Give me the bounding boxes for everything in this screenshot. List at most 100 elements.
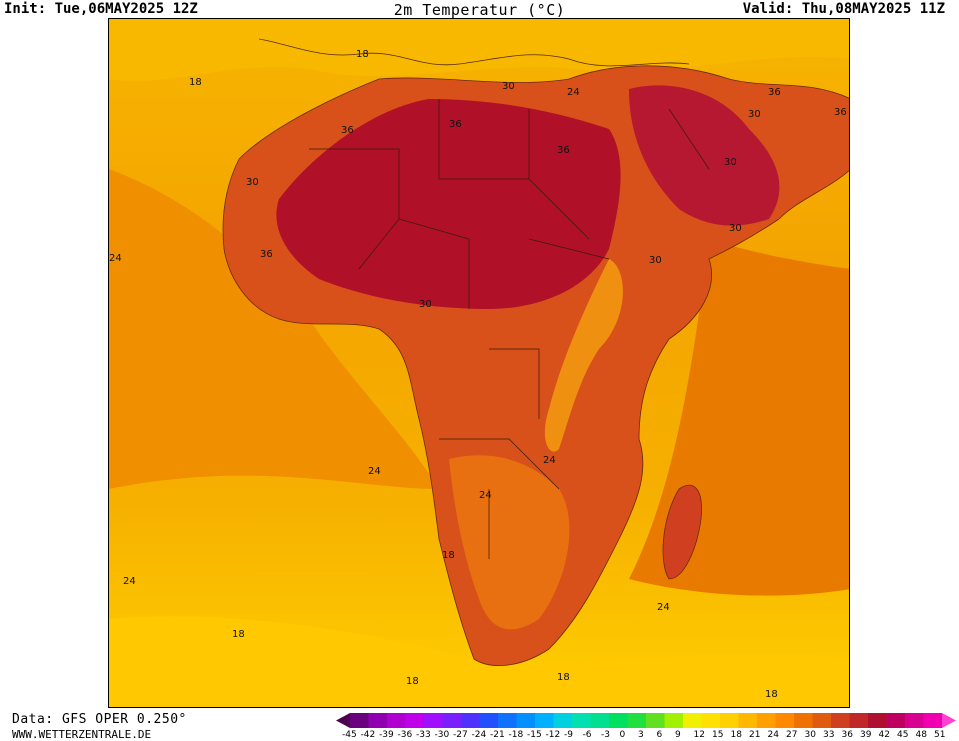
isotherm-label: 30 (649, 255, 662, 266)
colorbar-segment (350, 713, 369, 728)
isotherm-label: 24 (567, 87, 580, 98)
colorbar-segment (794, 713, 813, 728)
colorbar-tick-labels: -45 -42 -39 -36 -33 -30 -27 -24 -21 -18 -15 -12 -9 -6… (0, 730, 959, 741)
colorbar-min-arrow (336, 713, 350, 728)
colorbar (336, 713, 956, 728)
colorbar-tick-label: -39 (379, 730, 394, 740)
colorbar-tick-label: -33 (416, 730, 431, 740)
website-label: WWW.WETTERZENTRALE.DE (12, 728, 152, 741)
colorbar-tick-label: 3 (638, 730, 644, 740)
isotherm-label: 24 (657, 602, 670, 613)
colorbar-segment (868, 713, 887, 728)
madagascar (662, 484, 702, 580)
colorbar-segment (572, 713, 591, 728)
colorbar-tick-label: 9 (675, 730, 681, 740)
colorbar-tick-label: -27 (453, 730, 468, 740)
colorbar-segment (627, 713, 647, 728)
colorbar-tick-label: 48 (915, 730, 927, 740)
colorbar-tick-label: 51 (934, 730, 946, 740)
southern-africa-area (449, 455, 570, 630)
isotherm-label: 18 (356, 49, 369, 60)
colorbar-tick-label: -45 (342, 730, 357, 740)
isotherm-label: 36 (260, 249, 273, 260)
temperature-map: 18 18 30 24 36 36 36 30 30 36 36 24 36 30 30 30 30 24 24 24… (108, 18, 850, 708)
colorbar-tick-label: -42 (360, 730, 376, 740)
colorbar-tick-label: 18 (730, 730, 742, 740)
colorbar-tick-label: -36 (397, 730, 413, 740)
map-canvas (109, 19, 849, 707)
colorbar-segment (424, 713, 443, 728)
colorbar-tick-label: 45 (897, 730, 909, 740)
isotherm-label: 36 (557, 145, 570, 156)
colorbar-tick-label: 12 (693, 730, 705, 740)
colorbar-tick-label: -3 (601, 730, 610, 740)
isotherm-label: 30 (724, 157, 737, 168)
atlantic-warm-band (109, 169, 439, 489)
colorbar-segment (812, 713, 832, 728)
colorbar-tick-label: -18 (508, 730, 524, 740)
isotherm-label: 30 (748, 109, 761, 120)
isotherm-label: 18 (557, 672, 570, 683)
isotherm-label: 18 (189, 77, 202, 88)
colorbar-tick-label: -30 (434, 730, 450, 740)
isotherm-label: 36 (341, 125, 354, 136)
isotherm-label: 36 (449, 119, 462, 130)
map-title: 2m Temperatur (°C) (393, 1, 566, 19)
colorbar-max-arrow (942, 713, 956, 728)
colorbar-tick-label: 36 (841, 730, 853, 740)
isotherm-label: 36 (834, 107, 847, 118)
europe-coastline (258, 38, 690, 67)
isotherm-label: 30 (729, 223, 742, 234)
isotherm-label: 36 (768, 87, 781, 98)
isotherm-label: 18 (442, 550, 455, 561)
isotherm-label: 24 (368, 466, 381, 477)
colorbar-tick-label: 33 (823, 730, 835, 740)
init-time-label: Init: Tue,06MAY2025 12Z (4, 1, 198, 17)
colorbar-segment (368, 713, 388, 728)
colorbar-segment (923, 713, 943, 728)
colorbar-tick-label: -21 (490, 730, 505, 740)
isotherm-label: 30 (246, 177, 259, 188)
colorbar-segment (664, 713, 684, 728)
europe-cool-area (109, 19, 849, 82)
colorbar-segment (831, 713, 850, 728)
colorbar-segment (646, 713, 665, 728)
colorbar-segment (387, 713, 406, 728)
colorbar-segment (535, 713, 554, 728)
colorbar-segment (590, 713, 610, 728)
colorbar-segment (442, 713, 462, 728)
colorbar-tick-label: 15 (712, 730, 724, 740)
colorbar-tick-label: -15 (527, 730, 542, 740)
sahara-hot-core (276, 99, 621, 309)
colorbar-segment (905, 713, 924, 728)
colorbar-tick-label: 0 (619, 730, 626, 740)
colorbar-segment (775, 713, 795, 728)
colorbar-segment (516, 713, 536, 728)
colorbar-segment (757, 713, 776, 728)
colorbar-segment (738, 713, 758, 728)
colorbar-tick-label: -6 (582, 730, 592, 740)
colorbar-segment (461, 713, 480, 728)
colorbar-segment (720, 713, 739, 728)
data-source-label: Data: GFS OPER 0.250° (12, 712, 187, 727)
east-africa-highlands (544, 259, 623, 452)
colorbar-tick-label: 27 (786, 730, 798, 740)
isotherm-label: 18 (232, 629, 245, 640)
colorbar-tick-label: -9 (564, 730, 573, 740)
arabia-hot-area (629, 85, 780, 226)
colorbar-segment (886, 713, 906, 728)
isotherm-label: 30 (502, 81, 515, 92)
isotherm-label: 24 (543, 455, 556, 466)
isotherm-label: 24 (123, 576, 136, 587)
colorbar-tick-label: 24 (767, 730, 779, 740)
isotherm-label: 24 (109, 253, 122, 264)
colorbar-tick-label: 30 (804, 730, 816, 740)
country-borders (309, 99, 710, 559)
colorbar-tick-label: 21 (749, 730, 761, 740)
colorbar-tick-label: 42 (878, 730, 890, 740)
valid-time-label: Valid: Thu,08MAY2025 11Z (742, 1, 945, 17)
colorbar-segment (405, 713, 425, 728)
isotherm-label: 24 (479, 490, 492, 501)
colorbar-segment (683, 713, 702, 728)
colorbar-segment (701, 713, 721, 728)
